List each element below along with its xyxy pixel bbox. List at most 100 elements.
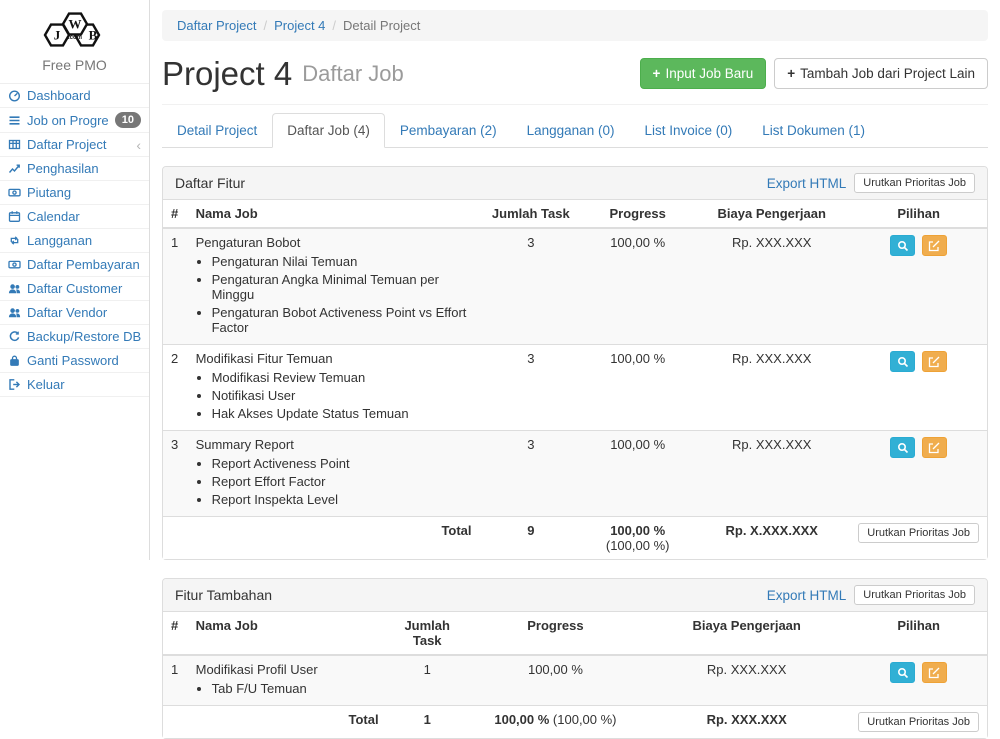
- progress-value: 100,00 %: [582, 430, 694, 517]
- total-cost: Rp. XXX.XXX: [643, 705, 851, 738]
- urutkan-prioritas-job-button[interactable]: Urutkan Prioritas Job: [858, 712, 979, 732]
- total-cost: Rp. X.XXX.XXX: [693, 516, 851, 559]
- row-number: 2: [163, 344, 188, 431]
- sidebar-item-label: Piutang: [27, 185, 72, 200]
- col-nama-job: Nama Job: [187, 612, 387, 656]
- total-progress: 100,00 % (100,00 %): [467, 705, 644, 738]
- sidebar-item-calendar[interactable]: Calendar: [0, 205, 149, 229]
- sidebar-item-label: Penghasilan: [27, 161, 99, 176]
- breadcrumb: Daftar Project / Project 4 / Detail Project: [162, 10, 988, 41]
- row-number: 3: [163, 430, 188, 517]
- breadcrumb-separator: /: [332, 18, 337, 33]
- total-label: Total: [163, 705, 387, 738]
- edit-icon: [929, 442, 940, 453]
- subtask-list: Report Activeness Point Report Effort Fa…: [212, 456, 472, 507]
- sidebar-item-dashboard[interactable]: Dashboard: [0, 84, 149, 108]
- row-actions: [850, 227, 987, 345]
- table-row: 2 Modifikasi Fitur Temuan Modifikasi Rev…: [163, 344, 987, 431]
- plus-icon: +: [652, 66, 661, 81]
- panel-heading: Fitur Tambahan Export HTML Urutkan Prior…: [163, 579, 987, 612]
- row-actions: [850, 654, 987, 706]
- task-count: 3: [479, 430, 583, 517]
- row-number: 1: [163, 654, 188, 706]
- tab-detail-project[interactable]: Detail Project: [177, 123, 258, 138]
- cost-value: Rp. XXX.XXX: [693, 344, 851, 431]
- sidebar-item-label: Job on Progress: [27, 112, 109, 128]
- svg-text:J: J: [53, 28, 60, 43]
- chart-line-icon: [8, 162, 21, 175]
- breadcrumb-daftar-project[interactable]: Daftar Project: [177, 18, 257, 33]
- edit-job-button[interactable]: [921, 662, 947, 683]
- sidebar-item-backup-restore-db[interactable]: Backup/Restore DB: [0, 325, 149, 349]
- subtask-list: Modifikasi Review Temuan Notifikasi User…: [212, 370, 472, 421]
- total-task-count: 9: [479, 516, 583, 559]
- col-pilihan: Pilihan: [850, 200, 987, 229]
- search-icon: [897, 442, 908, 453]
- tab-daftar-job[interactable]: Daftar Job (4): [272, 113, 385, 148]
- urutkan-prioritas-job-button[interactable]: Urutkan Prioritas Job: [854, 173, 975, 193]
- subtask-item: Hak Akses Update Status Temuan: [212, 406, 472, 421]
- task-count: 3: [479, 344, 583, 431]
- gauge-icon: [8, 89, 21, 102]
- breadcrumb-project-4[interactable]: Project 4: [274, 18, 326, 33]
- export-html-link[interactable]: Export HTML: [766, 175, 847, 191]
- sidebar-item-daftar-pembayaran[interactable]: Daftar Pembayaran: [0, 253, 149, 277]
- sidebar-item-label: Keluar: [27, 377, 65, 392]
- sidebar-item-label: Dashboard: [27, 88, 91, 103]
- row-actions: [850, 344, 987, 431]
- svg-text:W: W: [68, 17, 81, 32]
- subtask-item: Report Effort Factor: [212, 474, 472, 489]
- sidebar-item-langganan[interactable]: Langganan: [0, 229, 149, 253]
- sidebar-item-label: Daftar Customer: [27, 281, 123, 296]
- panel-title: Daftar Fitur: [175, 175, 246, 191]
- edit-icon: [929, 240, 940, 251]
- job-count-badge: 10: [114, 112, 141, 128]
- sidebar-item-daftar-project[interactable]: Daftar Project ‹: [0, 133, 149, 157]
- view-job-button[interactable]: [890, 235, 916, 256]
- col-jumlah-task: Jumlah Task: [386, 612, 468, 656]
- export-html-link[interactable]: Export HTML: [766, 587, 847, 603]
- urutkan-prioritas-job-button[interactable]: Urutkan Prioritas Job: [854, 585, 975, 605]
- edit-job-button[interactable]: [921, 437, 947, 458]
- money-icon: [8, 258, 21, 271]
- sidebar-item-piutang[interactable]: Piutang: [0, 181, 149, 205]
- view-job-button[interactable]: [890, 351, 916, 372]
- svg-text:.com: .com: [67, 35, 81, 41]
- tab-langganan[interactable]: Langganan (0): [526, 123, 615, 138]
- brand-name: Free PMO: [42, 57, 107, 73]
- total-progress: 100,00 % (100,00 %): [582, 516, 694, 559]
- tab-pembayaran[interactable]: Pembayaran (2): [399, 123, 497, 138]
- input-job-baru-button[interactable]: + Input Job Baru: [639, 58, 767, 89]
- sidebar-item-ganti-password[interactable]: Ganti Password: [0, 349, 149, 373]
- sidebar-item-daftar-customer[interactable]: Daftar Customer: [0, 277, 149, 301]
- urutkan-prioritas-job-button[interactable]: Urutkan Prioritas Job: [858, 523, 979, 543]
- job-name: Summary Report: [195, 437, 294, 452]
- edit-job-button[interactable]: [921, 351, 947, 372]
- view-job-button[interactable]: [890, 437, 916, 458]
- sidebar-item-job-on-progress[interactable]: Job on Progress 10: [0, 108, 149, 133]
- sidebar-item-label: Langganan: [27, 233, 93, 248]
- sidebar-item-keluar[interactable]: Keluar: [0, 373, 149, 397]
- subtask-item: Pengaturan Angka Minimal Temuan per Ming…: [212, 272, 472, 302]
- tab-list-invoice[interactable]: List Invoice (0): [644, 123, 733, 138]
- app-layout: J W B .com Free PMO Dashboard Job on Pro…: [0, 0, 1000, 560]
- tab-bar: Detail Project Daftar Job (4) Pembayaran…: [162, 113, 988, 148]
- sidebar-item-label: Ganti Password: [27, 353, 119, 368]
- sidebar-item-label: Backup/Restore DB: [27, 329, 141, 344]
- col-progress: Progress: [582, 200, 694, 229]
- search-icon: [897, 356, 908, 367]
- tab-list-dokumen[interactable]: List Dokumen (1): [762, 123, 866, 138]
- tambah-job-dari-project-lain-button[interactable]: + Tambah Job dari Project Lain: [774, 58, 988, 89]
- view-job-button[interactable]: [890, 662, 916, 683]
- jwb-logo-icon: J W B .com: [43, 12, 100, 47]
- sidebar-item-penghasilan[interactable]: Penghasilan: [0, 157, 149, 181]
- subtask-item: Notifikasi User: [212, 388, 472, 403]
- sidebar-item-daftar-vendor[interactable]: Daftar Vendor: [0, 301, 149, 325]
- cost-value: Rp. XXX.XXX: [643, 654, 851, 706]
- job-name: Modifikasi Fitur Temuan: [195, 351, 333, 366]
- total-row: Total 9 100,00 % (100,00 %) Rp. X.XXX.XX…: [163, 516, 987, 559]
- breadcrumb-separator: /: [263, 18, 268, 33]
- edit-job-button[interactable]: [921, 235, 947, 256]
- panel-daftar-fitur: Daftar Fitur Export HTML Urutkan Priorit…: [162, 166, 988, 560]
- fitur-tambahan-table: # Nama Job Jumlah Task Progress Biaya Pe…: [163, 612, 987, 738]
